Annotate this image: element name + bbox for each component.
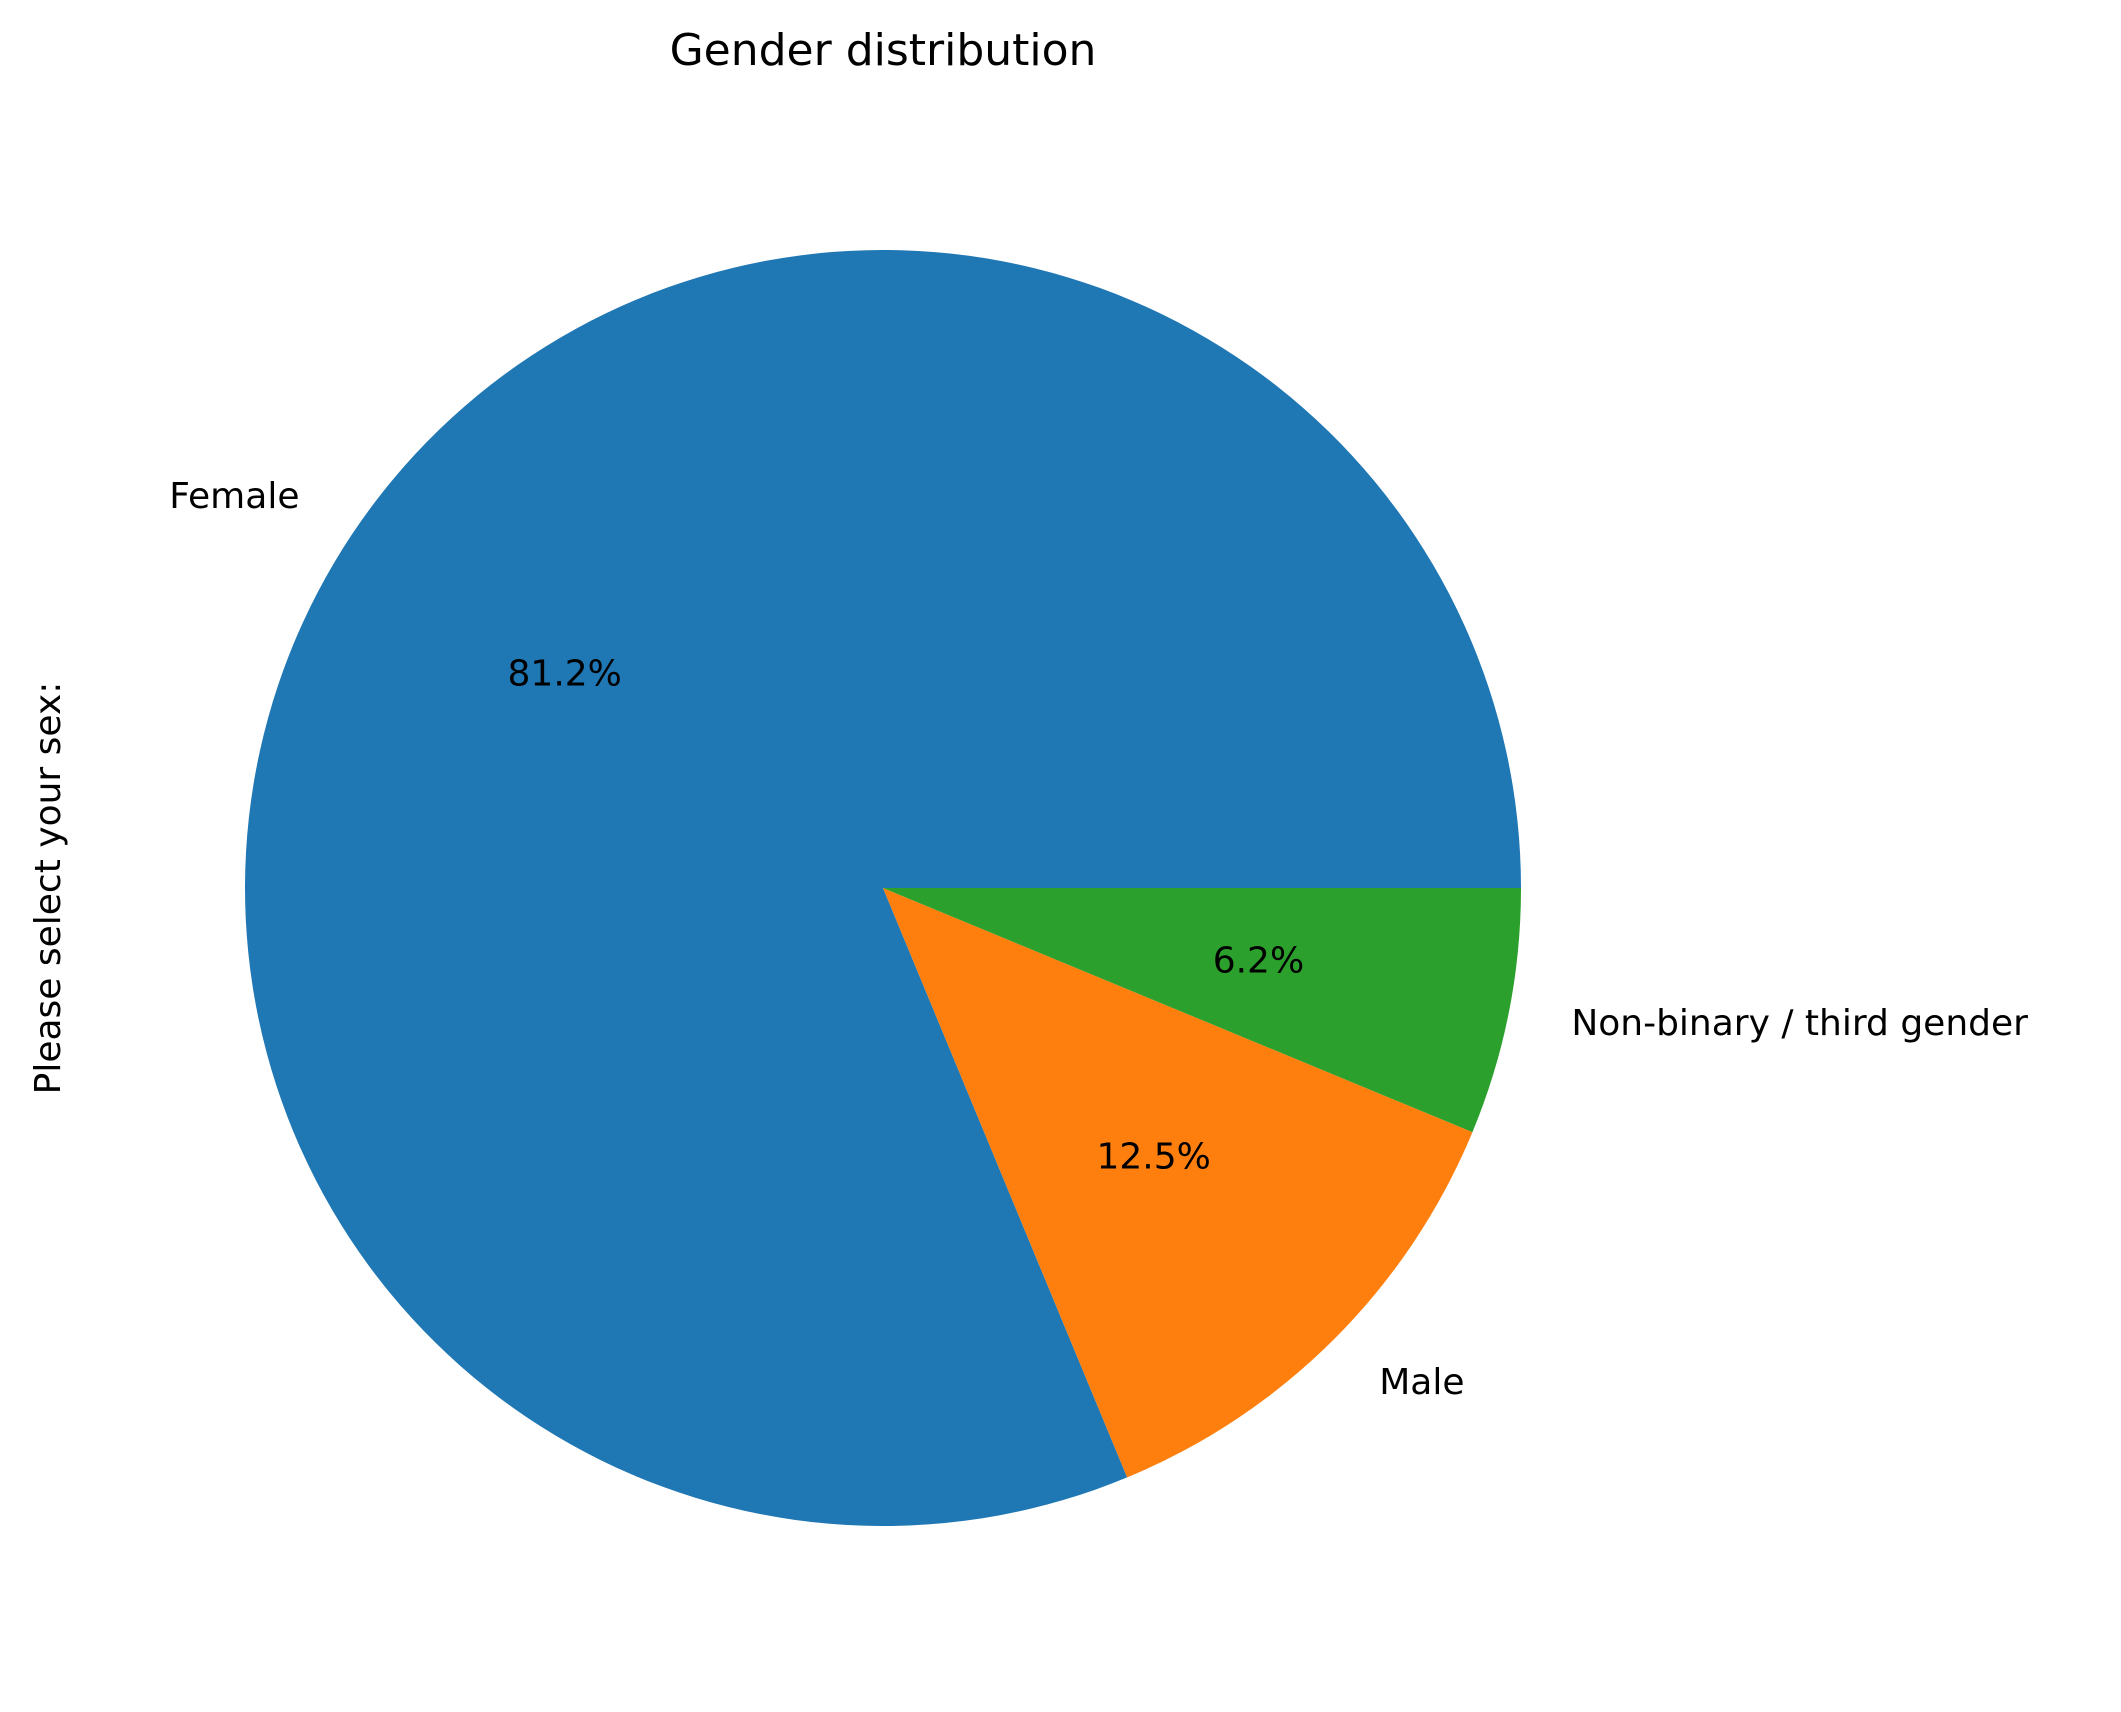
slice-percent-label: 81.2% (508, 653, 622, 694)
slice-category-label: Female (169, 476, 299, 517)
y-axis-label: Please select your sex: (28, 682, 69, 1095)
slice-percent-label: 6.2% (1213, 941, 1304, 982)
pie-slices (245, 249, 1522, 1526)
pie-slice-non-binary-third-gender (883, 888, 1521, 1133)
pie-slice-male (883, 888, 1473, 1478)
slice-percent-label: 12.5% (1096, 1137, 1210, 1178)
slice-category-label: Non-binary / third gender (1571, 1003, 2028, 1044)
chart-title: Gender distribution (670, 25, 1097, 76)
pie-labels: Female 81.2% Male 12.5% Non-binary / third g… (169, 476, 2028, 1403)
slice-category-label: Male (1379, 1362, 1464, 1403)
